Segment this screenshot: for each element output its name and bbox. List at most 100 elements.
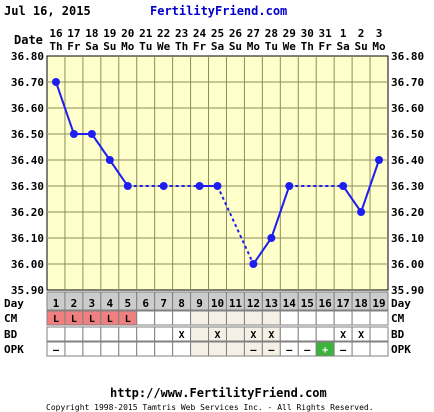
row-label-day: Day <box>4 297 24 310</box>
date-label: 30 <box>301 27 314 40</box>
date-label: 24 <box>193 27 207 40</box>
date-label: 2 <box>358 27 365 40</box>
site-title[interactable]: FertilityFriend.com <box>150 4 287 18</box>
temperature-segment <box>252 237 273 265</box>
date-row-label: Date <box>14 33 43 47</box>
cell-bd-value: X <box>214 330 220 341</box>
weekday-label: Fr <box>193 40 207 53</box>
cell-bd <box>315 326 335 342</box>
footer-url[interactable]: http://www.FertilityFriend.com <box>110 386 327 400</box>
weekday-label: Su <box>103 40 116 53</box>
cell-cm <box>351 310 371 326</box>
cell-cm <box>154 310 174 326</box>
date-label: 25 <box>211 27 224 40</box>
cell-opk <box>100 341 120 357</box>
cell-cm-value: L <box>71 314 77 325</box>
cell-cm <box>136 310 156 326</box>
cell-opk-value: – <box>340 345 347 356</box>
row-label-cm: CM <box>4 312 18 325</box>
y-tick-label: 36.50 <box>391 128 424 141</box>
temperature-series <box>51 78 384 268</box>
date-label: 23 <box>175 27 188 40</box>
cell-opk <box>82 341 102 357</box>
cell-day-value: 7 <box>160 297 167 310</box>
cell-bd-value: X <box>250 330 256 341</box>
cell-bd <box>190 326 210 342</box>
date-label: 28 <box>265 27 278 40</box>
weekday-label: Th <box>175 40 188 53</box>
y-tick-label: 36.40 <box>11 154 44 167</box>
y-tick-label: 36.00 <box>391 258 424 271</box>
temperature-point <box>213 182 222 190</box>
cell-day-value: 8 <box>178 297 185 310</box>
cell-opk <box>208 341 227 357</box>
cell-opk <box>351 341 371 357</box>
cell-bd-value: X <box>268 330 274 341</box>
date-label: 22 <box>157 27 170 40</box>
weekday-label: Mo <box>372 40 386 53</box>
temperature-point <box>123 182 132 190</box>
cell-day <box>369 291 389 311</box>
y-tick-label: 36.80 <box>11 50 44 63</box>
cell-bd-value: X <box>358 330 364 341</box>
cell-bd <box>154 326 174 342</box>
date-label: 17 <box>67 27 80 40</box>
date-label: 26 <box>229 27 243 40</box>
cell-cm <box>315 310 335 326</box>
cell-cm-value: L <box>107 314 113 325</box>
y-tick-label: 36.20 <box>391 206 424 219</box>
cell-opk-value: – <box>268 345 275 356</box>
weekday-label: Th <box>301 40 314 53</box>
y-tick-label: 36.40 <box>391 154 424 167</box>
y-tick-label: 36.10 <box>391 232 424 245</box>
weekday-label: Tu <box>265 40 278 53</box>
cell-opk-value: – <box>53 345 60 356</box>
y-tick-label: 36.70 <box>11 76 44 89</box>
cell-opk <box>118 341 138 357</box>
temperature-segment <box>91 133 111 161</box>
temperature-point <box>267 234 276 242</box>
date-header: 16Th17Fr18Sa19Su20Mo21Tu22We23Th24Fr25Sa… <box>49 27 386 53</box>
cell-opk-value: + <box>322 345 328 356</box>
date-label: 3 <box>376 27 383 40</box>
date-label: 16 <box>49 27 63 40</box>
cell-day-value: 15 <box>301 297 314 310</box>
row-label-day-right: Day <box>391 297 411 310</box>
weekday-label: Su <box>354 40 367 53</box>
cell-bd <box>64 326 84 342</box>
temperature-point <box>159 182 168 190</box>
temperature-segment <box>108 159 129 187</box>
weekday-label: Tu <box>139 40 152 53</box>
weekday-label: We <box>283 40 297 53</box>
cell-day-value: 12 <box>247 297 260 310</box>
cell-bd <box>100 326 120 342</box>
cell-cm <box>172 310 192 326</box>
cell-day-value: 2 <box>71 297 78 310</box>
date-label: 31 <box>319 27 333 40</box>
cell-opk <box>225 341 245 357</box>
cell-day-value: 19 <box>372 297 385 310</box>
cell-day-value: 5 <box>124 297 131 310</box>
plot-area <box>46 55 389 291</box>
cell-cm <box>333 310 353 326</box>
y-axis-right: 36.80 36.70 36.60 36.50 36.40 36.30 36.20 36.10… <box>391 50 424 297</box>
temperature-segment <box>216 185 255 265</box>
y-tick-label: 36.60 <box>391 102 424 115</box>
cell-day-value: 17 <box>337 297 350 310</box>
cell-day-value: 10 <box>211 297 224 310</box>
temperature-point <box>69 130 78 138</box>
cell-cm <box>297 310 317 326</box>
y-tick-label: 36.50 <box>11 128 44 141</box>
cell-bd <box>82 326 102 342</box>
cell-cm-value: L <box>125 314 131 325</box>
cell-cm <box>208 310 227 326</box>
cell-bd <box>118 326 138 342</box>
cell-bd-value: X <box>340 330 346 341</box>
cell-day-value: 18 <box>354 297 367 310</box>
row-label-bd: BD <box>4 328 18 341</box>
cell-bd <box>297 326 317 342</box>
cell-opk <box>172 341 192 357</box>
temperature-point <box>87 130 96 138</box>
date-label: 1 <box>340 27 347 40</box>
